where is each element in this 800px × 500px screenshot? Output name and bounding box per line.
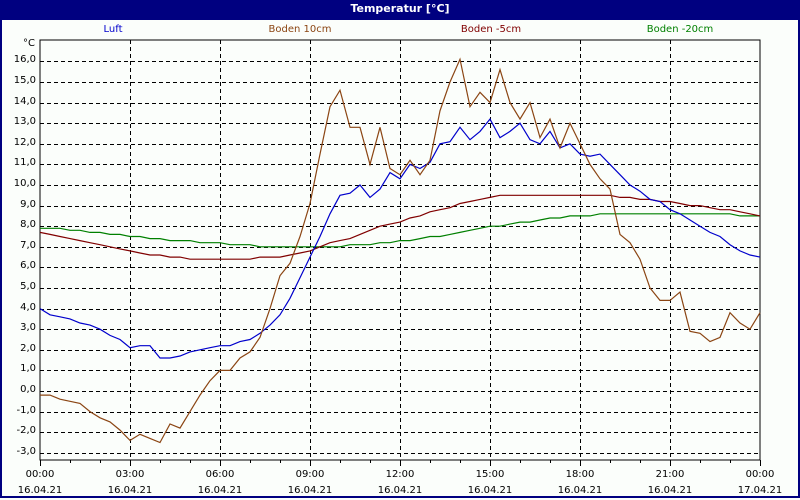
y-tick-label: 5,0 — [20, 281, 36, 292]
y-tick-label: 15,0 — [13, 75, 36, 86]
y-tick-label: 2,0 — [20, 342, 36, 354]
axis-tick-marks — [40, 460, 761, 466]
legend-boden-10cm: Boden 10cm — [268, 24, 332, 35]
y-axis-unit: °C — [23, 38, 35, 49]
series-line-boden-5cm — [39, 194, 761, 260]
y-tick-label: 6,0 — [20, 260, 36, 272]
x-tick-label: 03:00 16.04.21 — [107, 469, 153, 496]
legend-boden-5cm: Boden -5cm — [460, 24, 522, 35]
x-tick-label: 18:00 16.04.21 — [557, 469, 603, 496]
y-tick-label: 12,0 — [13, 136, 36, 148]
y-tick-label: 11,0 — [13, 157, 36, 169]
x-tick-label: 06:00 16.04.21 — [197, 469, 243, 496]
x-tick-label: 21:00 16.04.21 — [647, 469, 693, 496]
series-line-luft — [39, 118, 761, 359]
data-series — [39, 57, 761, 444]
y-tick-label: 16,0 — [13, 54, 36, 66]
series-line-boden-10cm — [40, 57, 761, 444]
series-line-boden-20cm — [40, 213, 760, 248]
x-tick-label: 00:00 17.04.21 — [737, 469, 783, 496]
y-tick-label: 10,0 — [13, 178, 36, 189]
y-tick-label: 14,0 — [13, 95, 36, 107]
grid-lines — [40, 40, 760, 460]
y-tick-label: 3,0 — [20, 322, 36, 334]
y-tick-label: 4,0 — [20, 301, 36, 313]
x-tick-label: 15:00 16.04.21 — [467, 469, 513, 496]
x-tick-label: 09:00 16.04.21 — [287, 469, 333, 496]
y-tick-label: -2,0 — [16, 425, 36, 437]
legend-luft: Luft — [103, 24, 123, 35]
y-tick-label: 9,0 — [20, 198, 36, 210]
y-tick-label: -3,0 — [16, 445, 36, 457]
legend-boden-20cm: Boden -20cm — [646, 24, 714, 35]
y-tick-label: 13,0 — [13, 116, 36, 128]
x-tick-label: 12:00 16.04.21 — [377, 469, 423, 496]
x-tick-label: 00:00 16.04.21 — [17, 469, 63, 496]
y-tick-label: 8,0 — [20, 219, 36, 231]
y-tick-label: -1,0 — [16, 404, 36, 416]
y-tick-label: 0,0 — [20, 384, 36, 395]
window-title: Temperatur [°C] — [0, 0, 800, 20]
y-tick-label: 7,0 — [20, 239, 36, 251]
y-tick-label: 1,0 — [20, 363, 36, 375]
